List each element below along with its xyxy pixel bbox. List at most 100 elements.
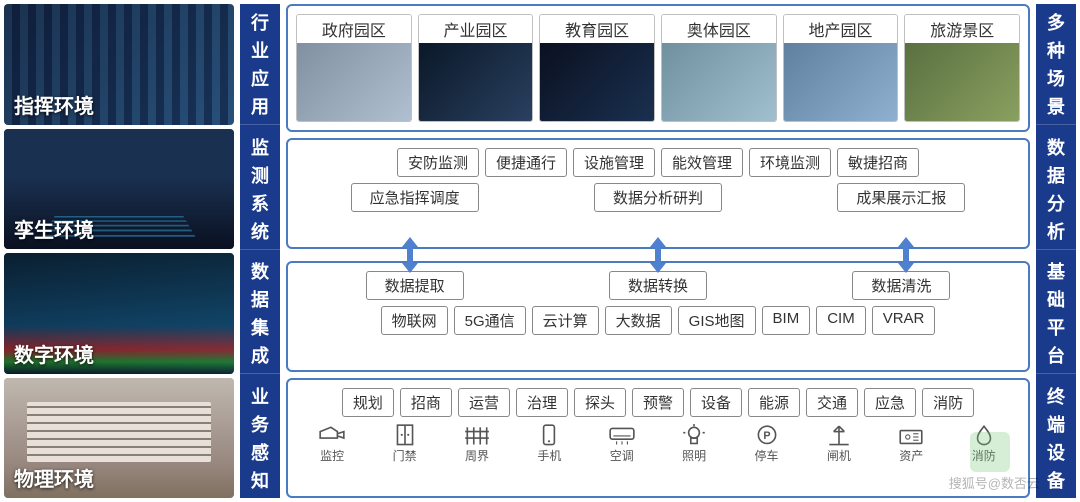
app-title: 产业园区 — [419, 15, 533, 43]
tag-monitor-bottom-1: 数据分析研判 — [594, 183, 722, 212]
vlabel-1: 监测系统 — [240, 129, 280, 250]
park-icon: P — [753, 423, 781, 445]
tag-sense-top-9: 应急 — [864, 388, 916, 417]
tag-data-bottom-3: 大数据 — [605, 306, 672, 335]
tag-monitor-bottom-2: 成果展示汇报 — [837, 183, 965, 212]
section-monitoring: 安防监测便捷通行设施管理能效管理环境监测敏捷招商 应急指挥调度 数据分析研判 成果展… — [286, 138, 1030, 249]
tag-data-bottom-2: 云计算 — [532, 306, 599, 335]
fence-icon — [463, 423, 491, 445]
tag-sense-top-8: 交通 — [806, 388, 858, 417]
tag-monitor-top-3: 能效管理 — [661, 148, 743, 177]
icon-label: 监控 — [320, 447, 344, 464]
app-card-1: 产业园区 — [418, 14, 534, 122]
asset-icon — [897, 423, 925, 445]
app-card-5: 旅游景区 — [904, 14, 1020, 122]
vlabel-2: 基础平台 — [1036, 254, 1076, 375]
sense-icon-row: 监控 门禁 周界 手机 空调 照明 P 停车 闸机 资产 — [296, 423, 1020, 464]
app-thumb — [540, 43, 654, 121]
tag-monitor-top-4: 环境监测 — [749, 148, 831, 177]
icon-label: 闸机 — [827, 447, 851, 464]
app-card-2: 教育园区 — [539, 14, 655, 122]
icon-label: 手机 — [537, 447, 561, 464]
icon-label: 门禁 — [393, 447, 417, 464]
vlabel-3: 终端设备 — [1036, 378, 1076, 498]
tag-monitor-top-0: 安防监测 — [397, 148, 479, 177]
tag-sense-top-4: 探头 — [574, 388, 626, 417]
icon-label: 消防 — [972, 447, 996, 464]
diagram-container: 指挥环境 孪生环境 数字环境 物理环境 行业应用监测系统数据集成业务感知 政府园… — [0, 0, 1080, 502]
app-title: 政府园区 — [297, 15, 411, 43]
tag-sense-top-6: 设备 — [690, 388, 742, 417]
tag-sense-top-10: 消防 — [922, 388, 974, 417]
vlabel-3: 业务感知 — [240, 378, 280, 498]
vlabel-0: 多种场景 — [1036, 4, 1076, 125]
phone-icon — [535, 423, 563, 445]
app-card-4: 地产园区 — [783, 14, 899, 122]
tag-data-top-0: 数据提取 — [366, 271, 464, 300]
icon-label: 周界 — [465, 447, 489, 464]
env-label: 孪生环境 — [4, 208, 104, 249]
env-card-0: 指挥环境 — [4, 4, 234, 125]
data-bottom-row: 物联网5G通信云计算大数据GIS地图BIMCIMVRAR — [296, 306, 1020, 335]
tag-data-top-2: 数据清洗 — [852, 271, 950, 300]
vlabel-1: 数据分析 — [1036, 129, 1076, 250]
app-title: 旅游景区 — [905, 15, 1019, 43]
env-label: 数字环境 — [4, 333, 104, 374]
sense-icon-fence: 周界 — [463, 423, 491, 464]
tag-sense-top-7: 能源 — [748, 388, 800, 417]
env-label: 指挥环境 — [4, 84, 104, 125]
sense-icon-park: P 停车 — [753, 423, 781, 464]
sense-icon-gate: 闸机 — [825, 423, 853, 464]
double-arrow-icon — [646, 237, 670, 273]
app-row: 政府园区 产业园区 教育园区 奥体园区 地产园区 旅游景区 — [296, 14, 1020, 122]
door-icon — [391, 423, 419, 445]
app-thumb — [784, 43, 898, 121]
section-sensing: 规划招商运营治理探头预警设备能源交通应急消防 监控 门禁 周界 手机 空调 照明… — [286, 378, 1030, 498]
data-top-row: 数据提取 数据转换 数据清洗 — [296, 271, 1020, 300]
sense-top-row: 规划招商运营治理探头预警设备能源交通应急消防 — [296, 388, 1020, 417]
icon-label: 资产 — [899, 447, 923, 464]
tag-data-bottom-1: 5G通信 — [454, 306, 526, 335]
camera-icon — [318, 423, 346, 445]
tag-data-bottom-4: GIS地图 — [678, 306, 756, 335]
app-thumb — [905, 43, 1019, 121]
tag-data-bottom-5: BIM — [762, 306, 811, 335]
gate-icon — [825, 423, 853, 445]
tag-monitor-top-1: 便捷通行 — [485, 148, 567, 177]
ac-icon — [608, 423, 636, 445]
icon-label: 停车 — [755, 447, 779, 464]
light-icon — [680, 423, 708, 445]
sense-icon-fire: 消防 — [970, 423, 998, 464]
env-card-2: 数字环境 — [4, 253, 234, 374]
left-vertical-labels: 行业应用监测系统数据集成业务感知 — [240, 4, 280, 498]
sense-icon-door: 门禁 — [391, 423, 419, 464]
app-title: 奥体园区 — [662, 15, 776, 43]
sense-icon-camera: 监控 — [318, 423, 346, 464]
tag-monitor-top-5: 敏捷招商 — [837, 148, 919, 177]
tag-sense-top-5: 预警 — [632, 388, 684, 417]
tag-data-bottom-7: VRAR — [872, 306, 936, 335]
monitor-top-row: 安防监测便捷通行设施管理能效管理环境监测敏捷招商 — [296, 148, 1020, 177]
monitor-bottom-row: 应急指挥调度 数据分析研判 成果展示汇报 — [296, 183, 1020, 212]
main-content: 政府园区 产业园区 教育园区 奥体园区 地产园区 旅游景区 安防监测便捷通行设施… — [286, 4, 1030, 498]
vlabel-2: 数据集成 — [240, 254, 280, 375]
app-card-0: 政府园区 — [296, 14, 412, 122]
section-data: 数据提取 数据转换 数据清洗 物联网5G通信云计算大数据GIS地图BIMCIMVRA… — [286, 261, 1030, 372]
sense-icon-ac: 空调 — [608, 423, 636, 464]
app-thumb — [297, 43, 411, 121]
tag-monitor-bottom-0: 应急指挥调度 — [351, 183, 479, 212]
tag-sense-top-3: 治理 — [516, 388, 568, 417]
app-card-3: 奥体园区 — [661, 14, 777, 122]
sense-icon-asset: 资产 — [897, 423, 925, 464]
app-title: 地产园区 — [784, 15, 898, 43]
app-thumb — [662, 43, 776, 121]
vlabel-0: 行业应用 — [240, 4, 280, 125]
tag-data-top-1: 数据转换 — [609, 271, 707, 300]
env-card-3: 物理环境 — [4, 378, 234, 499]
app-title: 教育园区 — [540, 15, 654, 43]
double-arrow-icon — [894, 237, 918, 273]
tag-monitor-top-2: 设施管理 — [573, 148, 655, 177]
env-label: 物理环境 — [4, 457, 104, 498]
env-card-1: 孪生环境 — [4, 129, 234, 250]
left-environments: 指挥环境 孪生环境 数字环境 物理环境 — [4, 4, 234, 498]
